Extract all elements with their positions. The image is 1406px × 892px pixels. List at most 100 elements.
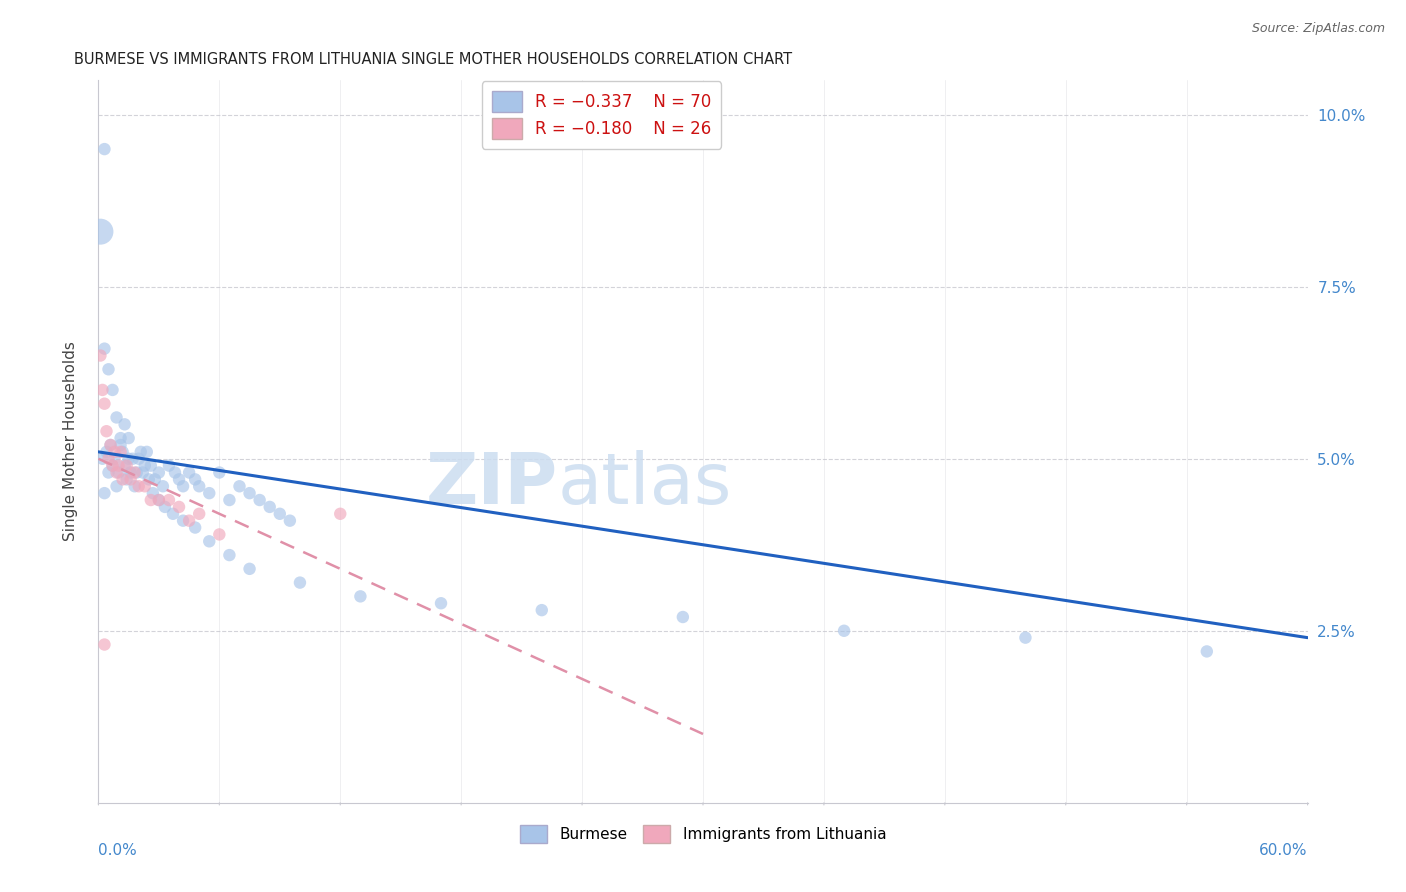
Text: Source: ZipAtlas.com: Source: ZipAtlas.com [1251,22,1385,36]
Point [124,479,146,493]
Point [269,507,291,521]
Point [218,493,240,508]
Point [239,486,262,500]
Point [135,445,157,459]
Point [142,486,165,500]
Point [179,514,201,528]
Point [148,493,170,508]
Point [115,458,138,473]
Point [157,458,180,473]
Point [208,527,231,541]
Point [672,610,695,624]
Point [110,431,132,445]
Point [101,383,124,397]
Point [218,548,240,562]
Point [110,438,132,452]
Point [153,500,176,514]
Point [278,514,301,528]
Y-axis label: Single Mother Households: Single Mother Households [63,342,77,541]
Point [530,603,553,617]
Point [103,445,125,459]
Point [148,466,170,480]
Point [121,451,143,466]
Point [162,507,184,521]
Point [138,472,160,486]
Point [96,424,118,438]
Point [157,493,180,508]
Point [97,362,120,376]
Point [128,479,150,493]
Point [103,451,125,466]
Point [100,438,122,452]
Point [188,507,211,521]
Point [107,458,129,473]
Text: BURMESE VS IMMIGRANTS FROM LITHUANIA SINGLE MOTHER HOUSEHOLDS CORRELATION CHART: BURMESE VS IMMIGRANTS FROM LITHUANIA SIN… [75,52,793,67]
Point [288,575,311,590]
Point [188,479,211,493]
Point [163,466,186,480]
Text: 60.0%: 60.0% [1260,843,1308,857]
Legend: Burmese, Immigrants from Lithuania: Burmese, Immigrants from Lithuania [513,819,893,849]
Point [198,486,221,500]
Point [143,472,166,486]
Point [93,142,115,156]
Point [93,397,115,411]
Point [100,438,122,452]
Point [93,342,115,356]
Point [93,486,115,500]
Point [208,466,231,480]
Point [832,624,855,638]
Point [128,451,150,466]
Text: ZIP: ZIP [426,450,558,519]
Point [172,514,194,528]
Point [89,225,111,239]
Point [105,479,128,493]
Point [111,445,134,459]
Point [329,507,352,521]
Point [101,458,124,473]
Point [139,493,162,508]
Point [93,638,115,652]
Point [259,500,281,514]
Point [91,383,114,397]
Point [107,466,129,480]
Point [430,596,453,610]
Point [114,458,136,473]
Point [125,466,148,480]
Point [239,562,262,576]
Point [167,500,190,514]
Point [134,479,156,493]
Point [120,472,142,486]
Text: atlas: atlas [558,450,733,519]
Point [148,493,170,508]
Point [139,458,162,473]
Point [167,472,190,486]
Point [179,466,201,480]
Point [101,458,124,473]
Point [97,466,120,480]
Point [198,534,221,549]
Point [132,466,155,480]
Point [228,479,250,493]
Point [134,458,156,473]
Point [111,472,134,486]
Point [120,466,142,480]
Point [184,520,207,534]
Text: 0.0%: 0.0% [98,843,138,857]
Point [96,445,118,459]
Point [89,349,111,363]
Point [118,451,141,466]
Point [349,590,371,604]
Point [97,451,120,466]
Point [105,466,128,480]
Point [124,466,146,480]
Point [91,451,114,466]
Point [152,479,174,493]
Point [1195,644,1218,658]
Point [115,472,138,486]
Point [118,431,141,445]
Point [184,472,207,486]
Point [249,493,271,508]
Point [105,410,128,425]
Point [1014,631,1036,645]
